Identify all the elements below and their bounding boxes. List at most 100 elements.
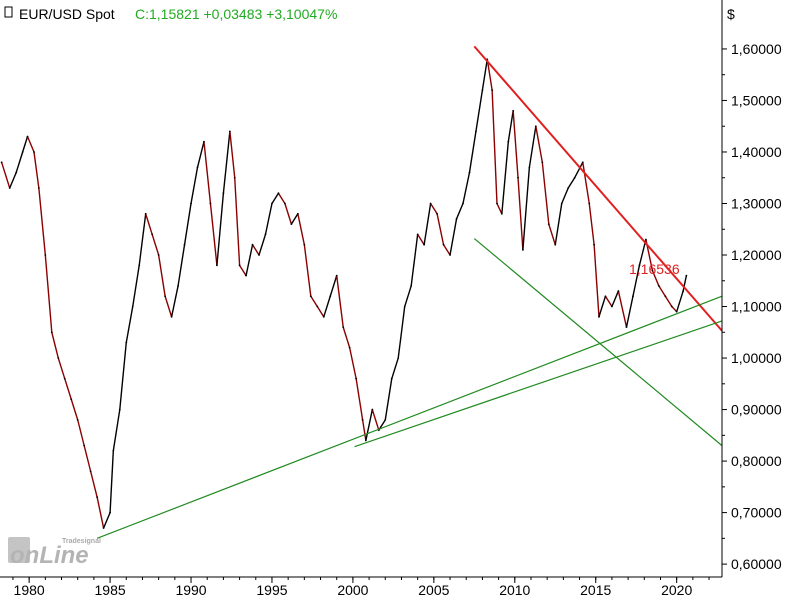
price-point: [423, 243, 426, 246]
price-point: [33, 151, 35, 153]
price-point: [403, 305, 406, 308]
trendline-support-channel[interactable]: [473, 238, 723, 447]
price-segment: [682, 275, 688, 292]
price-point: [481, 89, 484, 92]
price-point: [632, 295, 634, 298]
price-segment: [245, 244, 254, 276]
price-point: [604, 295, 607, 298]
price-segment: [0, 162, 11, 189]
price-point: [96, 496, 99, 499]
price-point: [44, 254, 47, 256]
price-segment: [496, 203, 503, 215]
price-point: [397, 357, 400, 359]
price-point: [554, 243, 557, 246]
price-marker-label: 1,16536: [629, 261, 680, 277]
trendline-support-from-2000[interactable]: [354, 320, 723, 448]
price-segment: [593, 244, 600, 317]
price-point: [657, 285, 660, 287]
price-segment: [77, 419, 85, 446]
price-segment: [638, 239, 647, 266]
price-point: [645, 238, 647, 241]
price-point: [277, 192, 280, 195]
price-segment: [284, 203, 293, 225]
price-segment: [582, 162, 590, 204]
price-point: [125, 341, 128, 344]
x-tick-label: 1995: [256, 582, 287, 598]
price-point: [410, 285, 413, 287]
price-segment: [96, 497, 105, 529]
watermark-brand: Tradesignal: [62, 538, 101, 545]
trendline-support-from-1985[interactable]: [96, 295, 723, 539]
trendlines: [96, 45, 723, 539]
price-segment: [119, 342, 127, 410]
price-segment: [410, 234, 419, 287]
price-segment: [625, 296, 634, 328]
price-point: [138, 264, 141, 267]
price-segment: [486, 59, 493, 91]
price-segment: [222, 131, 231, 194]
price-segment: [361, 419, 367, 441]
price-point: [177, 285, 179, 287]
x-tick-label: 1985: [95, 582, 126, 598]
price-point: [245, 274, 247, 277]
price-segment: [229, 131, 236, 178]
price-segment: [9, 172, 17, 189]
price-point: [316, 305, 319, 308]
price-point: [76, 418, 79, 421]
y-axis-unit-label: $: [727, 6, 735, 22]
price-segment: [329, 275, 338, 297]
price-point: [303, 243, 306, 246]
price-point: [329, 295, 332, 298]
price-segment: [658, 285, 666, 297]
x-tick-label: 2000: [337, 582, 368, 598]
chart-window-icon[interactable]: [4, 6, 13, 18]
price-point: [384, 418, 387, 421]
price-point: [541, 161, 544, 164]
price-point: [222, 192, 225, 195]
price-point: [348, 346, 351, 349]
price-point: [462, 202, 464, 205]
price-segment: [632, 265, 641, 297]
price-segment: [365, 409, 374, 441]
price-point: [309, 295, 312, 298]
trendline-resistance[interactable]: [473, 45, 723, 332]
price-segment: [132, 265, 140, 307]
price-segment: [507, 110, 514, 142]
x-tick-label: 1980: [14, 582, 45, 598]
price-point: [8, 187, 11, 189]
annotations: 1,16536: [629, 261, 680, 277]
price-segment: [21, 136, 29, 153]
price-point: [573, 176, 576, 179]
price-segment: [70, 399, 79, 421]
price-segment: [183, 203, 192, 245]
price-segment: [251, 244, 260, 256]
price-point: [429, 202, 432, 205]
price-segment: [664, 295, 673, 307]
price-point: [521, 248, 524, 251]
price-point: [251, 243, 254, 246]
price-segment: [33, 151, 40, 189]
price-point: [63, 377, 66, 380]
price-segment: [491, 90, 498, 204]
price-segment: [234, 177, 241, 266]
price-point: [233, 176, 236, 179]
price-segment: [512, 110, 519, 178]
price-segment: [501, 141, 510, 214]
instrument-name: EUR/USD Spot: [19, 6, 115, 22]
price-point: [102, 527, 105, 529]
price-segment: [57, 357, 66, 379]
price-segment: [355, 378, 364, 420]
y-tick-label: 0,70000: [731, 505, 782, 521]
price-point: [675, 310, 678, 313]
axes: [0, 0, 723, 578]
price-point: [390, 377, 393, 380]
price-point: [271, 202, 273, 205]
price-point: [209, 202, 212, 205]
price-point: [118, 408, 121, 411]
price-point: [567, 187, 570, 189]
price-point: [322, 315, 325, 318]
price-segment: [264, 203, 273, 235]
price-point: [598, 315, 600, 318]
price-point: [547, 223, 550, 226]
